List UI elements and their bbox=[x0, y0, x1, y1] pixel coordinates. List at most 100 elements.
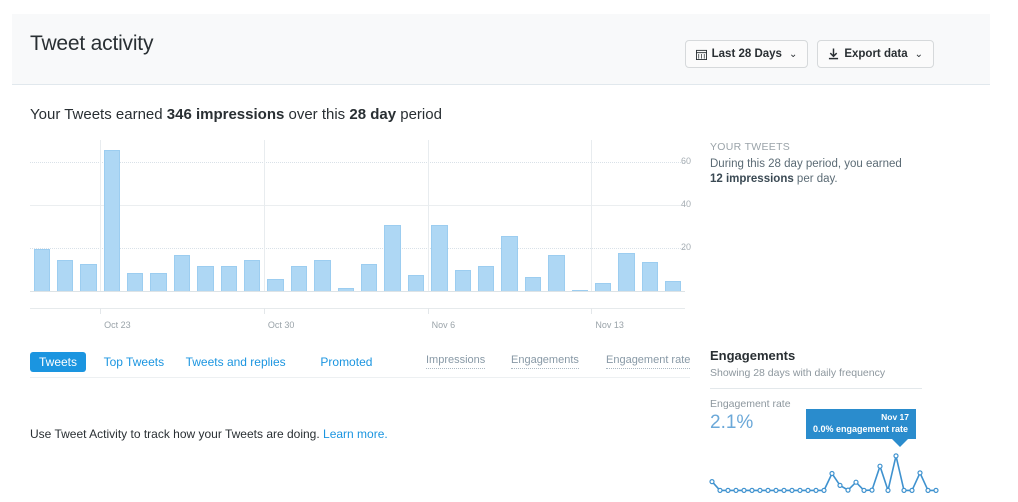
chart-bar[interactable] bbox=[618, 253, 635, 292]
chart-bar[interactable] bbox=[220, 266, 238, 292]
sparkline-point[interactable] bbox=[805, 487, 811, 494]
tab-promoted[interactable]: Promoted bbox=[320, 355, 373, 369]
sparkline-point[interactable] bbox=[901, 487, 907, 494]
chart-bar[interactable] bbox=[127, 272, 144, 292]
your-tweets-label: YOUR TWEETS bbox=[710, 141, 791, 153]
chart-bar[interactable] bbox=[431, 225, 448, 292]
sparkline-point[interactable] bbox=[717, 487, 723, 494]
chart-bar[interactable] bbox=[384, 225, 401, 292]
summary-period: 28 day bbox=[349, 106, 397, 123]
metric-link-engagement-rate[interactable]: Engagement rate bbox=[606, 354, 691, 369]
sparkline-point[interactable] bbox=[813, 487, 819, 494]
chart-bar[interactable] bbox=[407, 274, 425, 292]
chart-bar[interactable] bbox=[80, 263, 97, 292]
chart-bar[interactable] bbox=[524, 276, 542, 292]
summary-middle: over this bbox=[284, 106, 350, 123]
sparkline-point[interactable] bbox=[781, 487, 787, 494]
engagements-title: Engagements bbox=[710, 348, 796, 363]
chart-bar[interactable] bbox=[244, 259, 261, 292]
sparkline-point[interactable] bbox=[909, 487, 915, 494]
x-tick-label: Nov 13 bbox=[595, 320, 624, 330]
learn-more-link[interactable]: Learn more. bbox=[323, 427, 388, 441]
sparkline-point[interactable] bbox=[829, 470, 835, 477]
chart-bar[interactable] bbox=[103, 149, 121, 292]
export-data-label: Export data bbox=[844, 48, 908, 60]
date-range-button[interactable]: Last 28 Days ⌄ bbox=[684, 40, 809, 68]
sparkline-point[interactable] bbox=[733, 487, 739, 494]
sparkline-point[interactable] bbox=[757, 487, 763, 494]
tabs-divider bbox=[30, 377, 690, 378]
chart-bar[interactable] bbox=[173, 255, 191, 292]
y-tick-label: 40 bbox=[681, 198, 692, 209]
tooltip-text: 0.0% engagement rate bbox=[813, 424, 909, 434]
sparkline-point[interactable] bbox=[773, 487, 779, 494]
gridline-60 bbox=[30, 161, 685, 163]
sparkline-point[interactable] bbox=[885, 487, 891, 494]
engagement-rate-label: Engagement rate bbox=[710, 398, 791, 410]
sparkline-point[interactable] bbox=[861, 487, 867, 494]
sparkline-point[interactable] bbox=[741, 487, 747, 494]
week-separator-3 bbox=[591, 140, 593, 292]
sparkline-point[interactable] bbox=[765, 487, 771, 494]
footnote: Use Tweet Activity to track how your Twe… bbox=[30, 427, 388, 441]
chevron-down-icon: ⌄ bbox=[788, 48, 798, 60]
chart-bar[interactable] bbox=[150, 272, 167, 292]
chart-bar[interactable] bbox=[477, 266, 495, 292]
sparkline-point[interactable] bbox=[845, 487, 851, 493]
chart-bar[interactable] bbox=[56, 259, 74, 292]
sparkline-point[interactable] bbox=[725, 487, 731, 494]
sparkline-point[interactable] bbox=[917, 470, 923, 476]
gridline-40 bbox=[30, 204, 685, 206]
sparkline-point[interactable] bbox=[709, 478, 715, 485]
impressions-chart: 20 40 60 Oct 23 Oct 30 Nov 6 Nov 13 bbox=[30, 140, 692, 340]
tooltip-date: Nov 17 bbox=[881, 412, 909, 422]
chart-bar[interactable] bbox=[548, 255, 565, 292]
chart-tabs: Tweets Top Tweets Tweets and replies Promot… bbox=[30, 352, 691, 374]
y-tick-label: 20 bbox=[681, 241, 692, 252]
sparkline-point[interactable] bbox=[893, 453, 899, 459]
chart-bar[interactable] bbox=[641, 261, 659, 292]
sparkline-point[interactable] bbox=[925, 487, 931, 494]
chart-x-axis-rule bbox=[30, 308, 685, 309]
sparkline-point[interactable] bbox=[853, 479, 859, 485]
sparkline-point[interactable] bbox=[821, 487, 827, 494]
sparkline-point[interactable] bbox=[877, 463, 883, 469]
engagement-rate-sparkline bbox=[708, 447, 940, 497]
sparkline-point[interactable] bbox=[837, 482, 843, 489]
sparkline-point[interactable] bbox=[797, 487, 803, 494]
x-tick-mark bbox=[263, 308, 265, 314]
chart-bar[interactable] bbox=[197, 266, 214, 292]
summary-prefix: Your Tweets earned bbox=[30, 106, 167, 123]
your-tweets-body-suffix: per day. bbox=[793, 173, 838, 185]
tab-top-tweets[interactable]: Top Tweets bbox=[103, 355, 165, 369]
export-data-button[interactable]: Export data ⌄ bbox=[817, 40, 934, 68]
chart-bar[interactable] bbox=[454, 270, 471, 292]
chart-bar[interactable] bbox=[314, 259, 331, 292]
sparkline-point[interactable] bbox=[789, 487, 795, 494]
chart-bar[interactable] bbox=[501, 235, 518, 292]
sparkline-point[interactable] bbox=[869, 487, 875, 493]
sparkline-tooltip: Nov 17 0.0% engagement rate bbox=[806, 409, 916, 447]
x-tick-mark bbox=[100, 308, 102, 314]
page-header: Tweet activity Last 28 Days ⌄ bbox=[12, 14, 990, 85]
chart-bar[interactable] bbox=[361, 263, 378, 292]
chart-plot-area bbox=[30, 140, 690, 292]
chart-bar[interactable] bbox=[33, 248, 50, 292]
footnote-text: Use Tweet Activity to track how your Twe… bbox=[30, 427, 324, 441]
summary-headline: Your Tweets earned 346 impressions over … bbox=[30, 106, 442, 123]
summary-impressions: 346 impressions bbox=[166, 106, 285, 123]
x-tick-label: Oct 30 bbox=[267, 320, 295, 330]
chart-bars bbox=[30, 140, 685, 292]
chevron-down-icon: ⌄ bbox=[914, 48, 923, 60]
your-tweets-body-strong: 12 impressions bbox=[710, 173, 794, 185]
chart-bar[interactable] bbox=[290, 266, 308, 292]
sparkline-point[interactable] bbox=[749, 487, 755, 494]
metric-link-impressions[interactable]: Impressions bbox=[426, 354, 486, 369]
engagements-panel: Engagements Showing 28 days with daily f… bbox=[710, 348, 940, 434]
tab-tweets-and-replies[interactable]: Tweets and replies bbox=[185, 355, 286, 369]
tab-tweets[interactable]: Tweets bbox=[30, 352, 87, 372]
metric-link-engagements[interactable]: Engagements bbox=[511, 354, 579, 369]
header-actions: Last 28 Days ⌄ Export data ⌄ bbox=[684, 40, 934, 68]
sparkline-point[interactable] bbox=[933, 487, 939, 494]
